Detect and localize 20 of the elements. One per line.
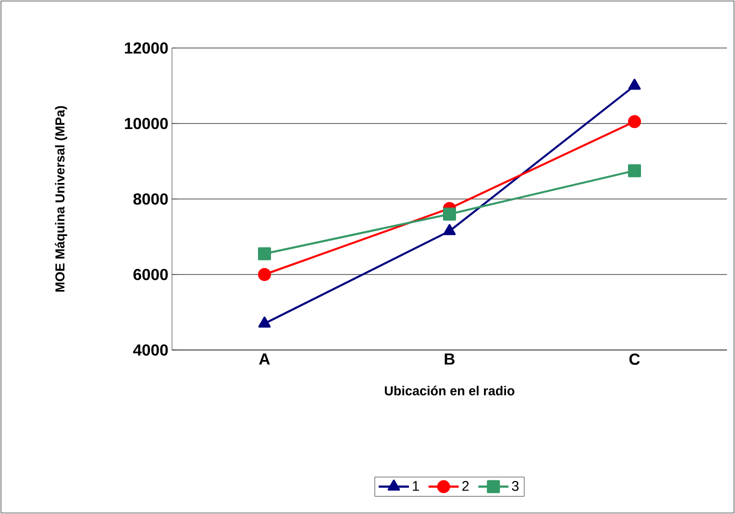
point (443, 224, 456, 236)
y-tick-label: 10000 (124, 118, 168, 130)
y-tick-label: 4000 (133, 344, 168, 356)
y-axis-title: MOE Máquina Universal (MPa) (54, 106, 68, 292)
point (258, 247, 272, 260)
point (443, 208, 456, 221)
legend-label: 3 (512, 481, 519, 491)
x-axis-title: Ubicación en el radio (384, 386, 514, 396)
y-tick-label: 8000 (133, 193, 168, 205)
x-tick-label: A (259, 354, 270, 365)
legend-label: 2 (462, 481, 469, 491)
point (258, 268, 272, 282)
y-tick-label: 6000 (133, 268, 168, 280)
legend-label: 1 (412, 481, 419, 491)
y-tick-label: 12000 (124, 42, 168, 54)
point (628, 164, 642, 178)
x-tick-label: C (629, 354, 640, 365)
point (258, 316, 271, 328)
point (628, 115, 642, 128)
x-tick-label: B (444, 354, 455, 365)
